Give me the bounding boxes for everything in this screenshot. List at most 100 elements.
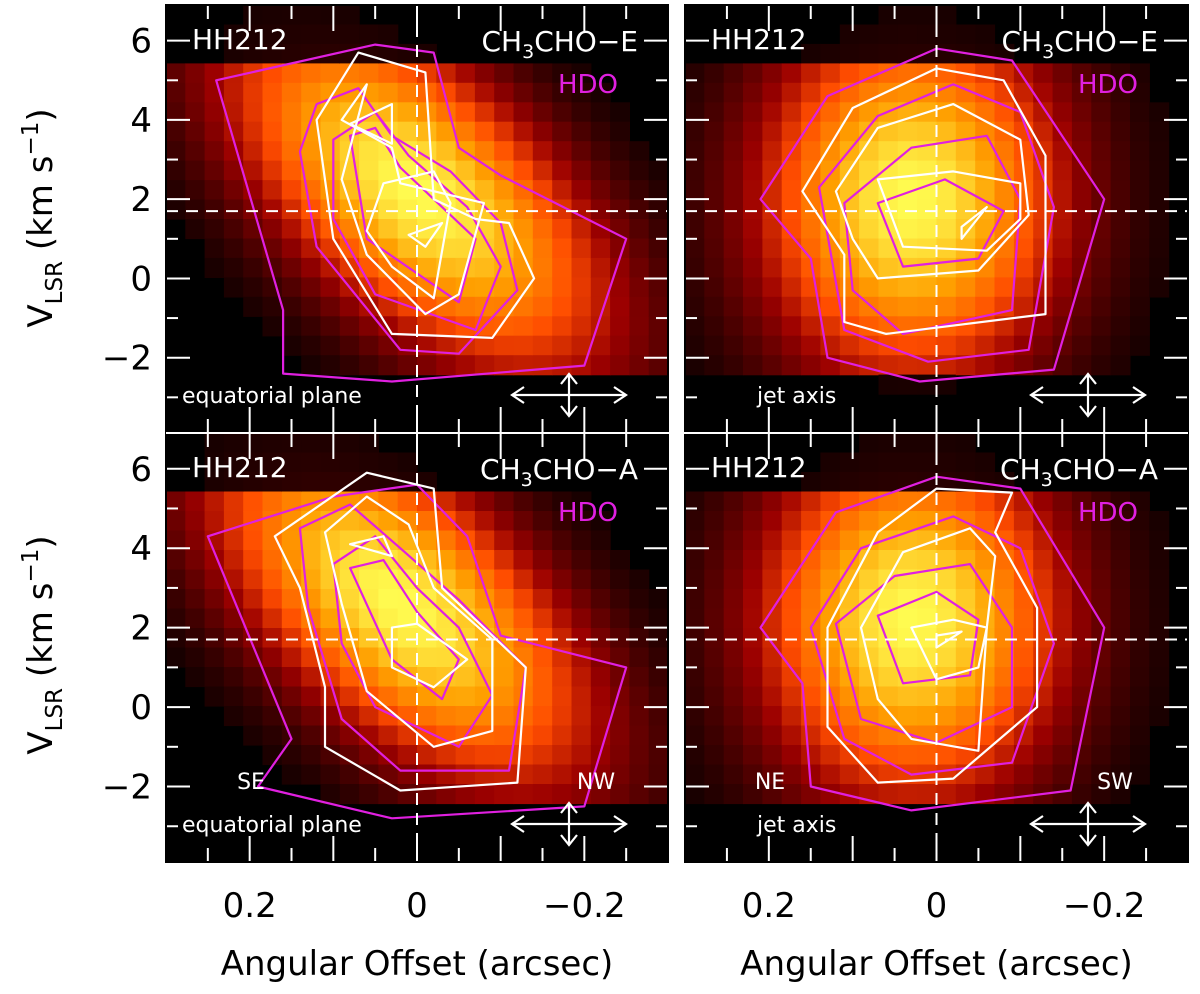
map-pixel [1091,141,1112,162]
map-pixel [743,238,763,259]
map-pixel [704,745,725,766]
map-pixel [359,491,379,512]
map-pixel [1052,511,1073,532]
map-pixel [359,745,379,766]
map-pixel [1149,180,1170,201]
map-pixel [648,628,668,649]
map-pixel [436,706,457,727]
map-pixel [223,686,244,707]
map-pixel [339,180,360,201]
map-pixel [917,374,938,395]
map-pixel [781,257,802,278]
map-pixel [301,296,322,317]
map-pixel [320,121,341,142]
map-pixel [936,63,957,84]
map-pixel [1071,764,1092,785]
map-pixel [320,745,341,766]
map-pixel [397,355,418,376]
map-pixel [513,219,534,240]
map-pixel [339,569,360,590]
map-pixel [994,686,1015,707]
map-pixel [685,764,705,785]
map-pixel [610,725,630,746]
map-pixel [436,491,457,512]
map-pixel [320,296,341,317]
map-pixel [185,82,206,103]
map-pixel [281,589,302,610]
map-pixel [204,647,225,668]
map-pixel [610,335,630,356]
map-pixel [243,43,264,64]
map-pixel [552,569,573,590]
map-pixel [223,530,244,551]
map-pixel [1091,589,1112,610]
map-pixel [378,335,399,356]
map-pixel [320,335,341,356]
map-pixel [1130,63,1150,84]
map-pixel [1149,569,1170,590]
map-pixel [955,141,976,162]
map-pixel [936,784,957,805]
map-pixel [704,355,725,376]
map-pixel [397,277,418,298]
species-contour [273,471,527,792]
map-pixel [629,569,650,590]
map-pixel [723,589,744,610]
map-pixel [339,433,360,454]
map-pixel [648,686,668,707]
map-pixel [704,121,725,142]
map-pixel [801,608,821,629]
map-pixel [320,472,341,493]
map-pixel [820,667,841,688]
map-pixel [552,686,573,707]
map-pixel [897,511,918,532]
map-pixel [781,277,802,298]
map-pixel [1013,589,1034,610]
y-axis-label: VLSR (km s−1) [18,535,68,754]
map-pixel [801,725,821,746]
map-pixel [223,219,244,240]
map-pixel [975,102,996,123]
map-pixel [859,121,879,142]
map-pixel [1013,667,1034,688]
map-pixel [339,784,360,805]
map-pixel [781,667,802,688]
map-pixel [1091,180,1112,201]
map-pixel [936,180,957,201]
map-pixel [1130,589,1150,610]
map-pixel [1052,706,1073,727]
map-pixel [878,589,899,610]
map-pixel [975,43,996,64]
map-pixel [436,764,457,785]
map-pixel [704,764,725,785]
map-pixel [1149,277,1170,298]
map-pixel [743,608,763,629]
map-pixel [1052,686,1073,707]
map-pixel [262,160,283,181]
map-pixel [204,589,225,610]
map-pixel [378,24,399,45]
map-pixel [494,706,515,727]
map-pixel [781,102,802,123]
map-pixel [1130,511,1150,532]
map-pixel [610,550,630,571]
map-pixel [820,63,841,84]
map-pixel [417,355,437,376]
map-pixel [185,667,206,688]
map-pixel [455,569,476,590]
map-pixel [532,628,553,649]
map-pixel [378,491,399,512]
map-pixel [455,706,476,727]
map-pixel [1110,335,1131,356]
map-pixel [513,589,534,610]
map-pixel [743,725,763,746]
map-pixel [994,569,1015,590]
map-pixel [648,589,668,610]
map-pixel [704,102,725,123]
map-pixel [513,569,534,590]
map-pixel [648,219,668,240]
map-pixel [704,667,725,688]
map-pixel [532,686,553,707]
map-pixel [494,199,515,220]
map-pixel [610,589,630,610]
